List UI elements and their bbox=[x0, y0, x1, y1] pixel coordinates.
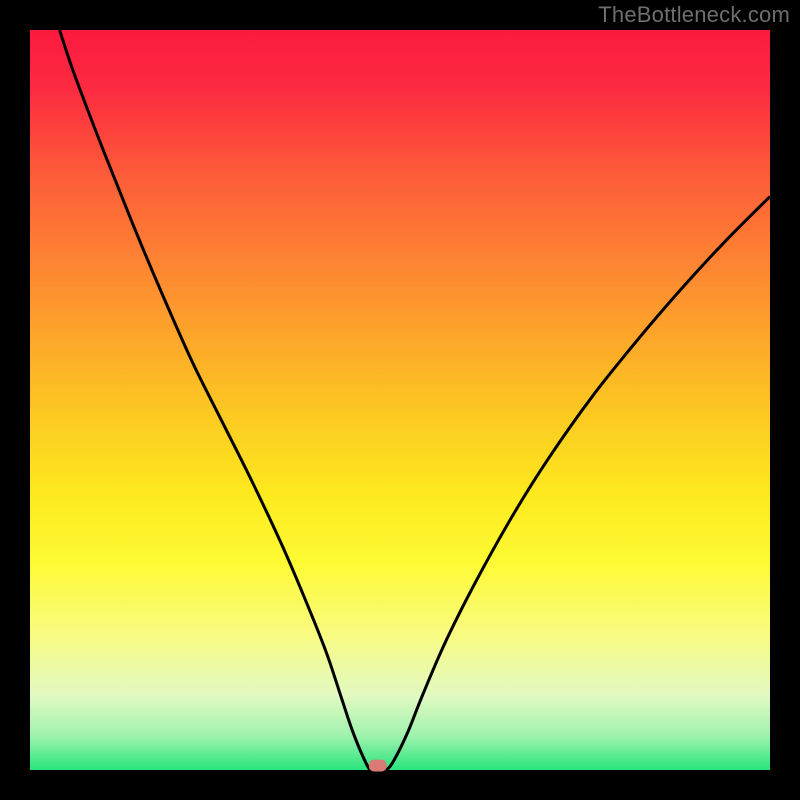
bottleneck-chart bbox=[0, 0, 800, 800]
chart-container: TheBottleneck.com bbox=[0, 0, 800, 800]
optimal-point-marker bbox=[369, 760, 387, 772]
watermark-text: TheBottleneck.com bbox=[598, 2, 790, 28]
